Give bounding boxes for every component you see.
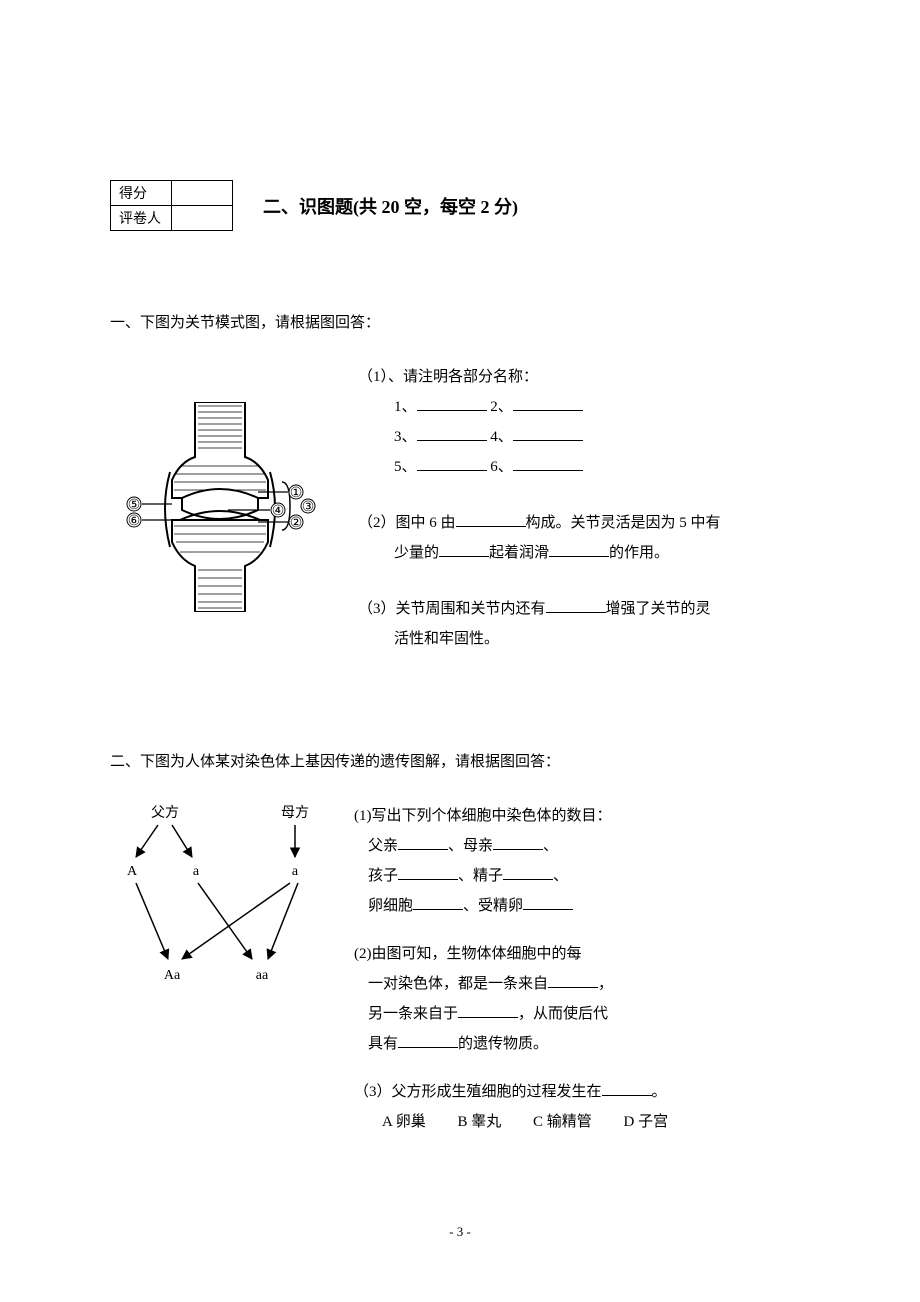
blank[interactable]: [549, 541, 609, 557]
joint-diagram: ① ② ③ ④ ⑤ ⑥: [110, 402, 330, 612]
label-5: ⑤: [128, 498, 141, 513]
label-3: ③: [302, 500, 315, 515]
q2-p1-line2: 父亲、母亲、: [354, 831, 810, 861]
blank[interactable]: [548, 972, 598, 988]
blank[interactable]: [398, 1032, 458, 1048]
label-6: ⑥: [128, 514, 141, 529]
score-label: 得分: [111, 181, 172, 206]
score-value[interactable]: [172, 181, 233, 206]
question-2: 二、下图为人体某对染色体上基因传递的遗传图解，请根据图回答： 父方 母方: [110, 750, 810, 1155]
label-2: ②: [290, 516, 303, 531]
q2-figure: 父方 母方 A a a: [110, 801, 340, 1155]
option-c[interactable]: C 输精管: [533, 1107, 592, 1137]
page: 得分 评卷人 二、识图题(共 20 空，每空 2 分) 一、下图为关节模式图，请…: [0, 0, 920, 1260]
label-4: ④: [272, 504, 285, 519]
blank[interactable]: [456, 511, 526, 527]
question-1: 一、下图为关节模式图，请根据图回答：: [110, 311, 810, 680]
q2-p1-line3: 孩子、精子、: [354, 861, 810, 891]
blank[interactable]: [413, 894, 463, 910]
allele-a: a: [292, 864, 299, 879]
grader-label: 评卷人: [111, 206, 172, 231]
q1-p1-line3: 5、 6、: [358, 452, 810, 482]
father-label: 父方: [151, 805, 179, 821]
allele-a: a: [193, 864, 200, 879]
section-title: 二、识图题(共 20 空，每空 2 分): [263, 193, 518, 219]
blank[interactable]: [503, 864, 553, 880]
blank[interactable]: [458, 1002, 518, 1018]
blank[interactable]: [417, 455, 487, 471]
allele-A: A: [127, 864, 138, 879]
q1-figure: ① ② ③ ④ ⑤ ⑥: [110, 362, 330, 680]
q2-part2: (2)由图可知，生物体体细胞中的每 一对染色体，都是一条来自， 另一条来自于，从…: [354, 939, 810, 1059]
q2-p2-line4: 具有的遗传物质。: [354, 1029, 810, 1059]
score-table: 得分 评卷人: [110, 180, 233, 231]
q2-text: (1)写出下列个体细胞中染色体的数目： 父亲、母亲、 孩子、精子、 卵细胞、受精…: [354, 801, 810, 1155]
option-d[interactable]: D 子宫: [624, 1107, 669, 1137]
option-b[interactable]: B 睾丸: [458, 1107, 502, 1137]
mother-label: 母方: [281, 805, 309, 821]
blank[interactable]: [417, 395, 487, 411]
q1-p1-line1: 1、 2、: [358, 392, 810, 422]
blank[interactable]: [513, 455, 583, 471]
q1-text: （1）、请注明各部分名称： 1、 2、 3、 4、 5、 6、 （2: [358, 362, 810, 680]
page-number: - 3 -: [0, 1224, 920, 1240]
q2-part1: (1)写出下列个体细胞中染色体的数目： 父亲、母亲、 孩子、精子、 卵细胞、受精…: [354, 801, 810, 921]
q1-part3: （3）关节周围和关节内还有增强了关节的灵 活性和牢固性。: [358, 594, 810, 654]
q2-options: A 卵巢 B 睾丸 C 输精管 D 子宫: [354, 1107, 810, 1137]
blank[interactable]: [417, 425, 487, 441]
q1-part1: （1）、请注明各部分名称： 1、 2、 3、 4、 5、 6、: [358, 362, 810, 482]
label-1: ①: [290, 486, 303, 501]
blank[interactable]: [513, 395, 583, 411]
q2-p2-line3: 另一条来自于，从而使后代: [354, 999, 810, 1029]
offspring-aa: aa: [256, 968, 269, 983]
genetics-diagram: 父方 母方 A a a: [110, 801, 340, 1011]
q1-heading: 一、下图为关节模式图，请根据图回答：: [110, 311, 810, 332]
offspring-Aa: Aa: [164, 968, 181, 983]
blank[interactable]: [439, 541, 489, 557]
q2-part3: （3）父方形成生殖细胞的过程发生在。 A 卵巢 B 睾丸 C 输精管 D 子宫: [354, 1077, 810, 1137]
blank[interactable]: [523, 894, 573, 910]
q1-p2-line2: 少量的起着润滑的作用。: [358, 545, 669, 561]
blank[interactable]: [398, 834, 448, 850]
q2-body: 父方 母方 A a a: [110, 801, 810, 1155]
q1-part2: （2）图中 6 由构成。关节灵活是因为 5 中有 少量的起着润滑的作用。: [358, 508, 810, 568]
q2-p2-line2: 一对染色体，都是一条来自，: [354, 969, 810, 999]
grader-value[interactable]: [172, 206, 233, 231]
blank[interactable]: [602, 1080, 652, 1096]
q2-p1-line4: 卵细胞、受精卵: [354, 891, 810, 921]
q1-p1-line2: 3、 4、: [358, 422, 810, 452]
blank[interactable]: [546, 597, 606, 613]
blank[interactable]: [513, 425, 583, 441]
blank[interactable]: [398, 864, 458, 880]
q1-p1-label: （1）、请注明各部分名称：: [358, 362, 810, 392]
blank[interactable]: [493, 834, 543, 850]
option-a[interactable]: A 卵巢: [382, 1107, 426, 1137]
q1-body: ① ② ③ ④ ⑤ ⑥ （1）、请注明各部分名称： 1、 2、: [110, 362, 810, 680]
header-row: 得分 评卷人 二、识图题(共 20 空，每空 2 分): [110, 180, 810, 231]
q2-heading: 二、下图为人体某对染色体上基因传递的遗传图解，请根据图回答：: [110, 750, 810, 771]
